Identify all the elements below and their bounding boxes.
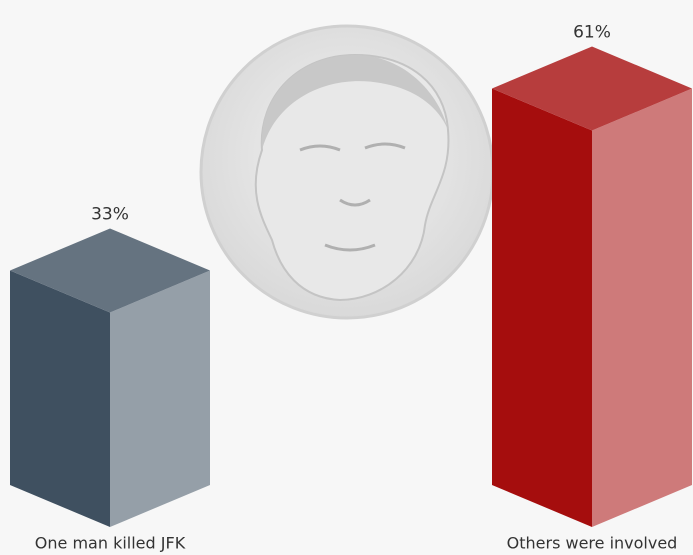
bars: 33% One man killed JFK 61% Others were invo… [10, 23, 692, 553]
category-label: One man killed JFK [35, 534, 186, 553]
portrait-medallion [199, 24, 495, 320]
value-label: 61% [573, 23, 611, 43]
value-label: 33% [91, 205, 129, 225]
bar-right-face [592, 88, 692, 527]
portrait-hair [261, 55, 448, 150]
bar [492, 46, 692, 527]
bar [10, 228, 210, 527]
bar-left-face [10, 270, 110, 527]
category-label: Others were involved [507, 534, 678, 553]
portrait-features [299, 142, 406, 252]
bar-left-face [492, 88, 592, 527]
bar-top-face [492, 46, 692, 131]
bar-top-face [10, 228, 210, 313]
bar-right-face [110, 270, 210, 527]
